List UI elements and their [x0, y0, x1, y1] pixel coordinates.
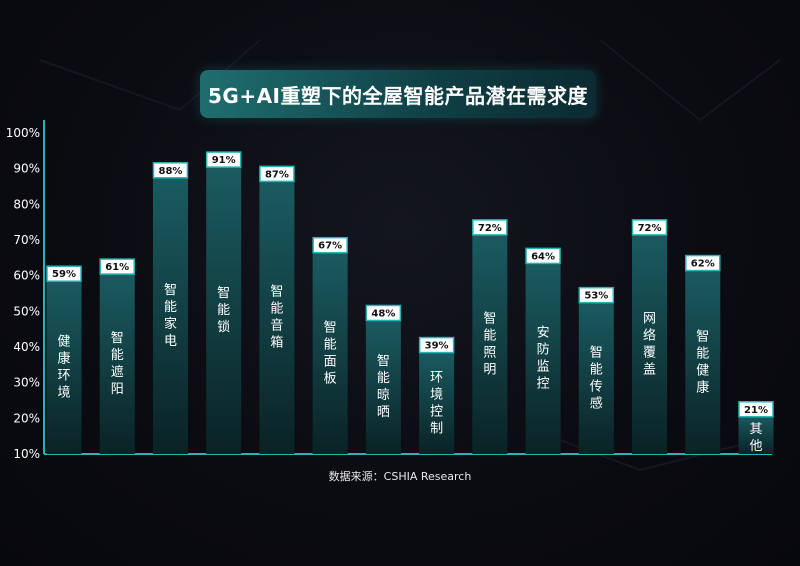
data-label: 88% — [158, 166, 182, 177]
category-label: 智能传感 — [590, 345, 603, 411]
data-label-box — [312, 236, 348, 254]
data-label-box — [685, 254, 721, 272]
data-label: 61% — [105, 262, 129, 273]
category-label: 智能遮阳 — [111, 331, 124, 397]
category-label: 智能健康 — [696, 329, 709, 395]
category-label: 智能音箱 — [270, 285, 283, 351]
y-tick-label: 90% — [13, 162, 40, 176]
category-label: 智能面板 — [324, 320, 337, 386]
category-label: 网络覆盖 — [643, 311, 656, 377]
y-tick-label: 10% — [13, 447, 40, 461]
data-label-box — [525, 247, 561, 265]
data-label-box — [578, 286, 615, 304]
y-tick-label: 100% — [6, 126, 40, 140]
category-label: 环境控制 — [430, 370, 443, 436]
bar — [738, 414, 774, 454]
data-label: 48% — [371, 308, 395, 319]
category-label: 其他 — [749, 422, 762, 454]
data-label-box — [631, 219, 668, 236]
data-label-box — [738, 401, 774, 418]
bar — [206, 165, 242, 454]
data-label-box — [99, 258, 135, 275]
y-tick-label: 40% — [13, 340, 40, 354]
category-label: 智能锁 — [217, 286, 230, 335]
data-label: 64% — [531, 251, 555, 262]
bar — [578, 300, 614, 454]
y-tick-label: 20% — [13, 411, 40, 425]
y-tick-label: 80% — [13, 197, 40, 211]
bar — [365, 318, 401, 454]
data-source-note: 数据来源：CSHIA Research — [328, 470, 472, 483]
y-tick-label: 70% — [13, 233, 40, 247]
bar — [46, 279, 82, 454]
data-label: 91% — [212, 155, 236, 166]
category-label: 智能照明 — [483, 311, 496, 377]
data-label-box — [365, 304, 402, 322]
y-tick-label: 60% — [13, 269, 40, 283]
chart-title: 5G+AI重塑下的全屋智能产品潜在需求度 — [200, 70, 596, 118]
data-label: 53% — [584, 291, 608, 302]
category-label: 智能家电 — [164, 283, 177, 349]
data-label: 72% — [478, 223, 502, 234]
data-label-box — [46, 265, 82, 282]
bar — [525, 261, 561, 454]
data-label: 87% — [265, 169, 289, 180]
bar — [99, 272, 135, 454]
bar — [152, 175, 188, 455]
data-label-box — [472, 219, 508, 236]
data-label: 67% — [318, 241, 342, 252]
data-label: 21% — [744, 405, 768, 416]
category-label: 安防监控 — [537, 326, 550, 392]
bar — [685, 268, 721, 454]
data-label: 39% — [425, 341, 449, 352]
data-label-box — [259, 165, 295, 183]
data-label: 72% — [638, 223, 662, 234]
y-tick-label: 30% — [13, 376, 40, 390]
data-label-box — [152, 162, 189, 179]
data-label: 62% — [691, 259, 715, 270]
data-label-box — [205, 151, 242, 168]
bar — [312, 250, 348, 454]
bar — [472, 232, 508, 454]
y-tick-label: 50% — [13, 304, 40, 318]
data-label: 59% — [52, 269, 76, 280]
bar — [419, 350, 455, 454]
data-label-box — [418, 336, 455, 354]
category-label: 智能晾晒 — [377, 354, 390, 420]
category-label: 健康环境 — [57, 335, 70, 401]
bar — [259, 179, 295, 454]
bar — [632, 232, 668, 454]
